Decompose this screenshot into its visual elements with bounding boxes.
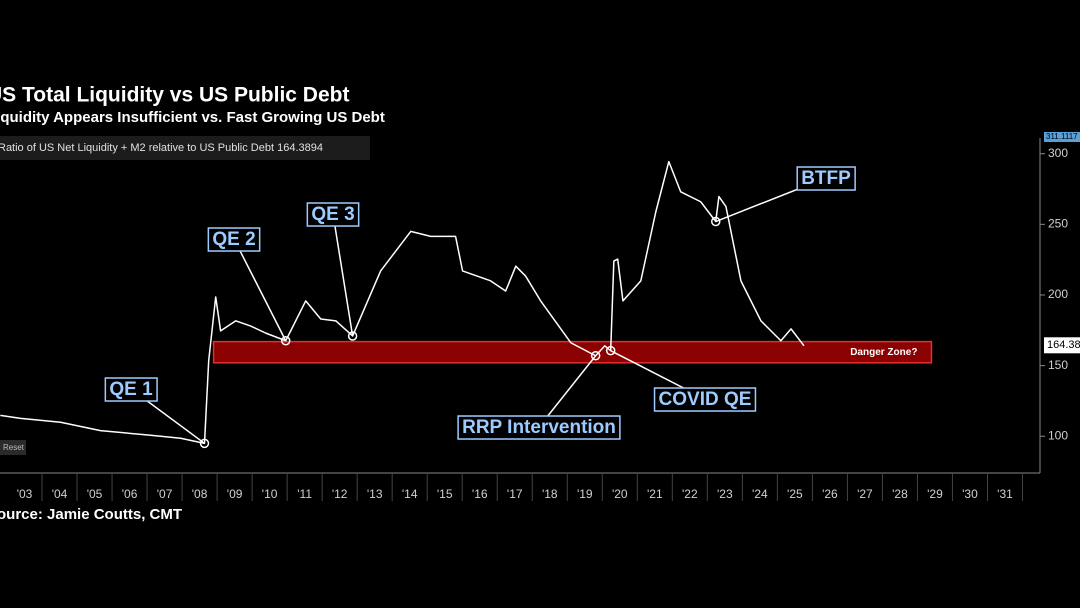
annotation-box — [207, 227, 261, 252]
annotation-label: QE 2 — [212, 229, 255, 250]
x-tick-label: '17 — [507, 487, 523, 501]
x-tick-label: '09 — [227, 487, 243, 501]
x-tick-label: '16 — [472, 487, 488, 501]
x-tick-label: '04 — [52, 487, 68, 501]
annotation-label: QE 1 — [109, 379, 153, 400]
reset-button[interactable]: Reset — [3, 443, 25, 452]
reset-button-bg[interactable] — [0, 440, 26, 455]
annotation-point — [605, 345, 616, 356]
x-tick-label: '23 — [717, 487, 733, 501]
annotation-point — [710, 216, 721, 227]
x-tick-label: '30 — [962, 487, 978, 501]
annotation-leader — [538, 355, 597, 428]
x-tick-label: '05 — [87, 487, 103, 501]
annotation-box — [653, 387, 757, 412]
annotation-box — [306, 202, 360, 227]
annotation-point — [347, 331, 358, 341]
x-tick-label: '20 — [612, 487, 628, 501]
ylim-top-label: 311.1117 — [1046, 132, 1078, 141]
annotation-box — [104, 377, 158, 402]
x-tick-label: '13 — [367, 487, 383, 501]
x-tick-label: '06 — [122, 487, 138, 501]
x-tick-label: '29 — [927, 487, 943, 501]
x-tick-label: '15 — [437, 487, 453, 501]
annotation-label: BTFP — [801, 168, 851, 189]
annotation-point — [199, 438, 210, 449]
annotation-box — [457, 415, 621, 440]
source: Source: Jamie Coutts, CMT — [0, 506, 182, 523]
last-value-box — [1044, 337, 1080, 354]
x-tick-label: '24 — [752, 487, 768, 501]
x-tick-label: '22 — [682, 487, 698, 501]
annotation-point — [280, 336, 291, 346]
annotation-leader — [332, 213, 354, 337]
danger-band-label: Danger Zone? — [850, 347, 917, 358]
x-tick-label: '31 — [997, 487, 1013, 501]
x-tick-label: '08 — [192, 487, 208, 501]
ylim-top-box — [1044, 132, 1080, 142]
series-line — [0, 160, 805, 445]
x-tick-label: '21 — [647, 487, 663, 501]
y-tick-label: 100 — [1048, 428, 1068, 442]
annotation-label: QE 3 — [311, 204, 354, 225]
x-tick-label: '28 — [892, 487, 908, 501]
x-tick-label: '14 — [402, 487, 418, 501]
x-tick-label: '26 — [822, 487, 838, 501]
annotation-label: COVID QE — [659, 389, 752, 410]
y-tick-label: 300 — [1048, 146, 1068, 160]
annotation-point — [590, 350, 601, 361]
danger-band — [212, 340, 933, 364]
x-tick-label: '27 — [857, 487, 873, 501]
legend-text: Ratio of US Net Liquidity + M2 relative … — [0, 142, 323, 154]
annotation-leader — [233, 238, 287, 342]
annotation-box — [796, 166, 856, 191]
x-tick-label: '12 — [332, 487, 348, 501]
x-tick-label: '18 — [542, 487, 558, 501]
x-tick-label: '03 — [17, 487, 33, 501]
chart-subtitle: Liquidity Appears Insufficient vs. Fast … — [0, 109, 385, 126]
y-tick-label: 250 — [1048, 217, 1068, 231]
x-tick-label: '10 — [262, 487, 278, 501]
last-value-label: 164.3894 — [1047, 339, 1080, 351]
chart-title: US Total Liquidity vs US Public Debt — [0, 84, 349, 107]
annotation-label: RRP Intervention — [462, 417, 616, 438]
x-tick-label: '11 — [297, 487, 312, 501]
y-tick-label: 150 — [1048, 358, 1068, 372]
x-tick-label: '25 — [787, 487, 803, 501]
legend-box — [0, 136, 370, 160]
x-tick-label: '19 — [577, 487, 593, 501]
y-tick-label: 200 — [1048, 287, 1068, 301]
x-tick-label: '07 — [157, 487, 173, 501]
